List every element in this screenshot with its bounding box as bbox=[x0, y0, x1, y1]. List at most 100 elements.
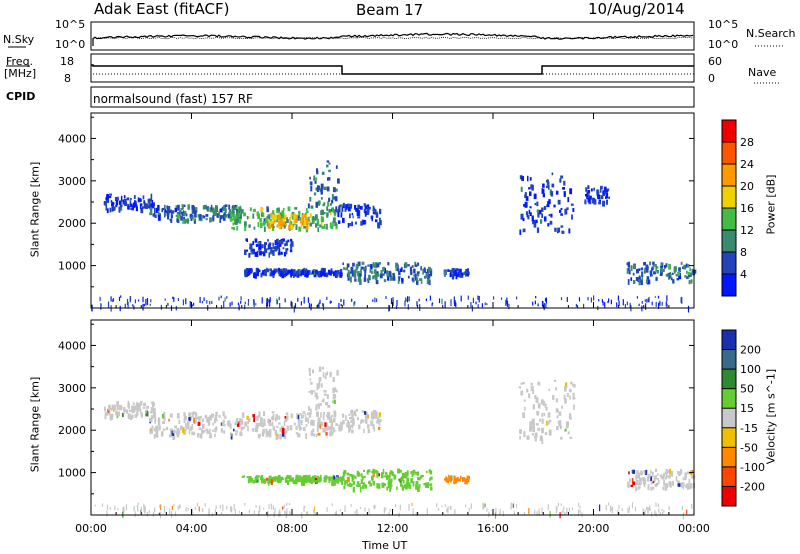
range-gate-cell bbox=[270, 479, 273, 486]
range-gate-cell bbox=[661, 509, 663, 512]
range-gate-cell bbox=[607, 502, 610, 506]
range-gate-cell bbox=[361, 485, 365, 489]
range-gate-cell bbox=[297, 297, 299, 302]
range-gate-cell bbox=[364, 269, 367, 274]
colorbar-swatch bbox=[722, 447, 736, 468]
range-gate-cell bbox=[659, 512, 661, 516]
range-gate-cell bbox=[680, 297, 682, 303]
range-gate-cell bbox=[280, 271, 282, 276]
range-gate-cell bbox=[207, 206, 210, 212]
range-gate-cell bbox=[212, 215, 215, 222]
range-gate-cell bbox=[356, 417, 359, 420]
range-gate-cell bbox=[648, 297, 650, 303]
range-gate-cell bbox=[202, 508, 204, 513]
colorbar-tick-label: 4 bbox=[740, 268, 747, 281]
range-gate-cell bbox=[283, 268, 285, 271]
range-gate-cell bbox=[179, 425, 183, 431]
range-gate-cell bbox=[655, 265, 657, 272]
range-gate-cell bbox=[262, 422, 266, 427]
range-gate-cell bbox=[548, 388, 551, 392]
range-gate-cell bbox=[299, 413, 302, 416]
range-gate-cell bbox=[158, 512, 160, 515]
colorbar-tick-label: 24 bbox=[740, 158, 754, 171]
range-gate-cell bbox=[568, 228, 571, 234]
range-gate-cell bbox=[413, 472, 415, 476]
range-gate-cell bbox=[322, 303, 324, 307]
range-gate-cell bbox=[329, 426, 333, 430]
range-gate-cell bbox=[248, 509, 250, 514]
range-gate-cell bbox=[184, 211, 187, 215]
range-gate-cell bbox=[359, 486, 362, 493]
range-gate-cell bbox=[679, 272, 681, 279]
range-gate-cell bbox=[654, 264, 657, 267]
range-gate-cell bbox=[246, 249, 249, 252]
range-gate-cell bbox=[247, 421, 250, 425]
range-gate-cell bbox=[426, 268, 429, 274]
range-gate-cell bbox=[666, 295, 668, 302]
range-gate-cell bbox=[280, 218, 283, 225]
range-gate-cell bbox=[330, 225, 334, 230]
range-gate-cell bbox=[398, 277, 401, 282]
range-gate-cell bbox=[233, 503, 235, 511]
range-gate-cell bbox=[340, 422, 343, 428]
range-gate-cell bbox=[562, 508, 564, 513]
range-gate-cell bbox=[290, 302, 292, 307]
range-gate-cell bbox=[274, 214, 277, 220]
range-gate-cell bbox=[539, 418, 541, 422]
range-gate-cell bbox=[368, 274, 371, 278]
range-gate-cell bbox=[125, 409, 129, 414]
range-gate-cell bbox=[640, 267, 644, 271]
range-gate-cell bbox=[579, 509, 581, 514]
range-gate-cell bbox=[237, 219, 240, 222]
range-gate-cell bbox=[313, 192, 317, 196]
range-gate-cell bbox=[387, 262, 390, 266]
range-gate-cell bbox=[376, 298, 378, 303]
range-gate-cell bbox=[566, 393, 569, 397]
range-gate-cell bbox=[331, 270, 333, 274]
data-region bbox=[104, 400, 156, 421]
velocity-xticks: 00:00 04:00 08:00 12:00 16:00 20:00 00:00 bbox=[75, 113, 710, 535]
range-gate-cell bbox=[223, 424, 226, 427]
range-gate-cell bbox=[280, 251, 283, 255]
range-gate-cell bbox=[256, 415, 259, 421]
range-gate-cell bbox=[157, 204, 160, 211]
range-gate-cell bbox=[321, 171, 325, 175]
range-gate-cell bbox=[643, 262, 646, 266]
range-gate-cell bbox=[536, 227, 540, 233]
range-gate-cell bbox=[319, 187, 322, 192]
range-gate-cell bbox=[211, 413, 215, 417]
range-gate-cell bbox=[285, 430, 288, 434]
range-gate-cell bbox=[144, 508, 146, 514]
range-gate-cell bbox=[317, 271, 321, 277]
range-gate-cell bbox=[352, 215, 354, 219]
range-gate-cell bbox=[367, 264, 371, 267]
range-gate-cell bbox=[451, 268, 455, 273]
range-gate-cell bbox=[265, 217, 268, 223]
range-gate-cell bbox=[264, 243, 266, 249]
range-gate-cell bbox=[318, 302, 320, 309]
range-gate-cell bbox=[255, 475, 259, 480]
range-gate-cell bbox=[312, 420, 315, 427]
range-gate-cell bbox=[129, 296, 131, 303]
range-gate-cell bbox=[163, 416, 166, 421]
range-gate-cell bbox=[603, 186, 607, 193]
range-gate-cell bbox=[308, 412, 312, 418]
range-gate-cell bbox=[445, 478, 448, 483]
range-gate-cell bbox=[253, 272, 257, 276]
range-gate-cell bbox=[167, 303, 169, 306]
range-gate-cell bbox=[325, 402, 328, 406]
range-gate-cell bbox=[277, 207, 280, 211]
range-gate-cell bbox=[540, 219, 543, 224]
range-gate-cell bbox=[329, 300, 331, 304]
range-gate-cell bbox=[510, 506, 512, 510]
range-gate-cell bbox=[123, 506, 125, 513]
range-gate-cell bbox=[659, 273, 663, 276]
range-gate-cell bbox=[371, 263, 374, 266]
range-gate-cell bbox=[647, 484, 650, 491]
range-gate-cell bbox=[193, 417, 195, 424]
range-gate-cell bbox=[351, 414, 354, 420]
range-gate-cell bbox=[316, 168, 318, 173]
range-gate-cell bbox=[389, 486, 391, 492]
range-gate-cell bbox=[275, 268, 278, 273]
range-gate-cell bbox=[278, 296, 280, 301]
